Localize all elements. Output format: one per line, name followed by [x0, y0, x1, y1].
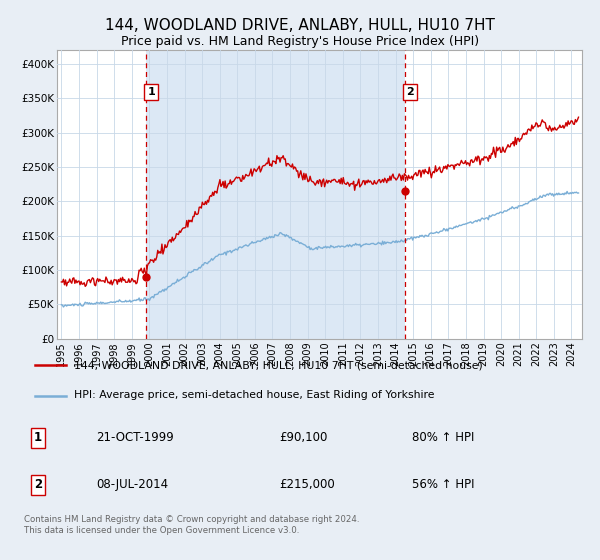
Text: 80% ↑ HPI: 80% ↑ HPI: [413, 431, 475, 445]
Text: 21-OCT-1999: 21-OCT-1999: [96, 431, 174, 445]
Text: 2: 2: [406, 87, 414, 97]
Text: 56% ↑ HPI: 56% ↑ HPI: [413, 478, 475, 492]
Text: 144, WOODLAND DRIVE, ANLABY, HULL, HU10 7HT (semi-detached house): 144, WOODLAND DRIVE, ANLABY, HULL, HU10 …: [74, 360, 482, 370]
Text: £215,000: £215,000: [280, 478, 335, 492]
Text: Price paid vs. HM Land Registry's House Price Index (HPI): Price paid vs. HM Land Registry's House …: [121, 35, 479, 49]
Text: Contains HM Land Registry data © Crown copyright and database right 2024.
This d: Contains HM Land Registry data © Crown c…: [24, 515, 359, 535]
Text: 08-JUL-2014: 08-JUL-2014: [96, 478, 168, 492]
Text: 1: 1: [34, 431, 42, 445]
Text: 144, WOODLAND DRIVE, ANLABY, HULL, HU10 7HT: 144, WOODLAND DRIVE, ANLABY, HULL, HU10 …: [105, 18, 495, 32]
Text: 1: 1: [147, 87, 155, 97]
Text: 2: 2: [34, 478, 42, 492]
Text: £90,100: £90,100: [280, 431, 328, 445]
Bar: [146, 50, 405, 339]
Text: HPI: Average price, semi-detached house, East Riding of Yorkshire: HPI: Average price, semi-detached house,…: [74, 390, 434, 400]
